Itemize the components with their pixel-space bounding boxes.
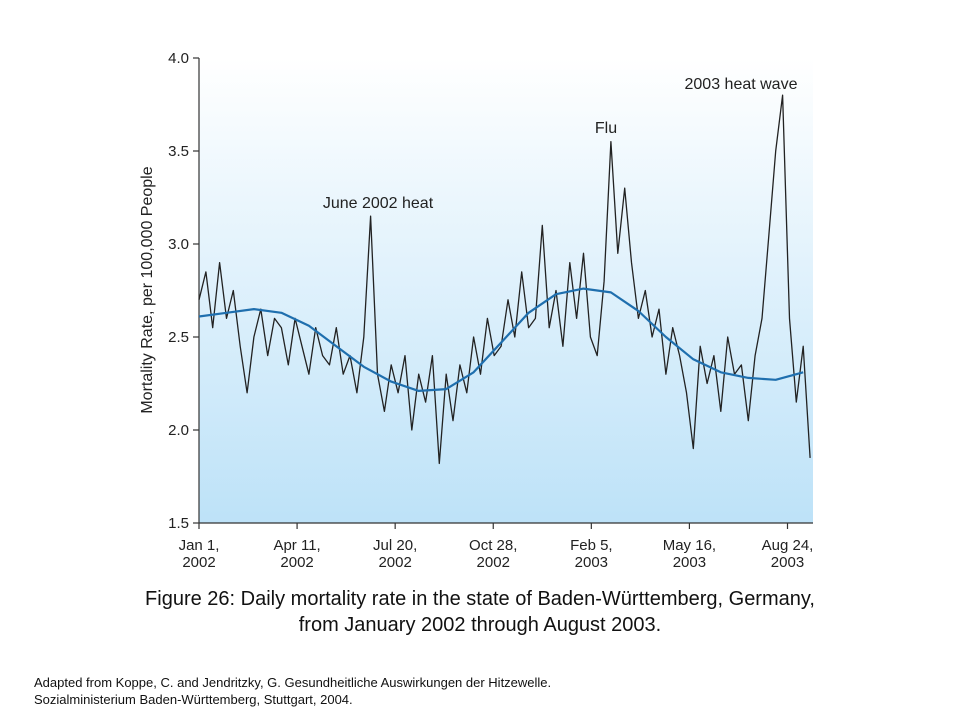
- x-tick-label: Apr 11, 2002: [273, 537, 321, 571]
- y-tick-label: 3.5: [168, 143, 189, 160]
- y-tick-label: 3.0: [168, 236, 189, 253]
- y-tick-label: 2.0: [168, 422, 189, 439]
- annotation: 2003 heat wave: [685, 76, 798, 93]
- daily-line: [198, 94, 811, 465]
- annotation: Flu: [595, 120, 617, 137]
- x-tick-label: Oct 28, 2002: [469, 537, 518, 571]
- source: Adapted from Koppe, C. and Jendritzky, G…: [34, 675, 552, 707]
- y-axis-label: Mortality Rate, per 100,000 People: [139, 166, 156, 413]
- y-tick-label: 1.5: [168, 515, 189, 532]
- trend-line: [198, 287, 804, 392]
- annotation: June 2002 heat: [323, 195, 434, 212]
- x-tick-label: Aug 24, 2003: [761, 537, 814, 571]
- x-tick-label: Jul 20, 2002: [373, 537, 418, 571]
- y-tick-label: 4.0: [168, 50, 189, 67]
- x-tick-label: Feb 5, 2003: [570, 537, 613, 571]
- x-tick-label: Jan 1, 2002: [178, 537, 220, 571]
- x-tick-label: May 16, 2003: [662, 537, 717, 571]
- plot-area: [199, 58, 813, 523]
- caption: Figure 26: Daily mortality rate in the s…: [145, 588, 815, 636]
- y-tick-label: 2.5: [168, 329, 189, 346]
